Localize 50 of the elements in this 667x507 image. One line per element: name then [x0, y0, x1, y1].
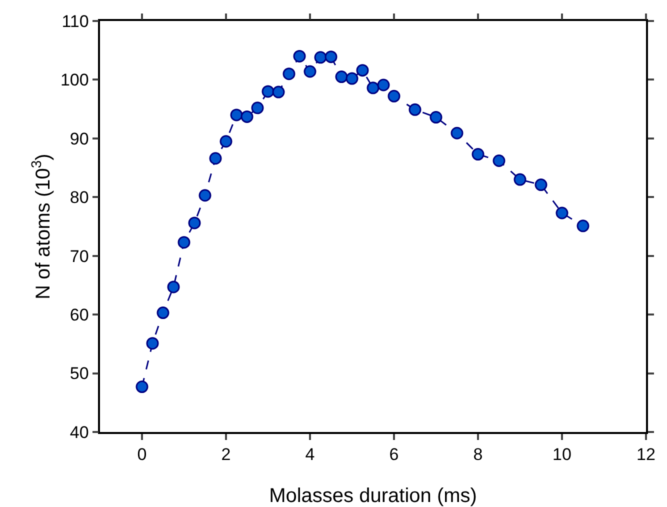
point — [492, 154, 506, 167]
y-tick-label: 70 — [70, 246, 89, 266]
point — [534, 178, 548, 192]
point — [178, 236, 190, 249]
y-tick-label: 110 — [62, 12, 89, 31]
x-tick-label: 2 — [221, 445, 231, 464]
point — [240, 110, 254, 123]
point — [230, 108, 243, 122]
point — [262, 85, 274, 98]
point — [514, 173, 526, 186]
y-tick-label: 50 — [70, 364, 89, 384]
x-tick-label: 12 — [636, 445, 656, 464]
x-tick-label: 6 — [389, 445, 399, 464]
point — [450, 126, 464, 140]
y-tick-label: 40 — [70, 422, 89, 442]
y-tick-label: 80 — [70, 188, 89, 208]
point — [220, 135, 232, 148]
point — [146, 337, 159, 350]
y-tick-label: 60 — [70, 306, 89, 325]
point — [293, 50, 306, 62]
point — [209, 152, 222, 165]
x-axis-title: Molasses duration (ms) — [269, 485, 477, 507]
x-tick-label: 4 — [305, 445, 315, 464]
point — [430, 111, 442, 124]
y-tick-label: 90 — [70, 129, 89, 148]
point — [167, 280, 180, 294]
x-tick-label: 10 — [552, 445, 572, 464]
point — [472, 148, 484, 161]
point — [272, 86, 285, 98]
point — [576, 220, 590, 232]
point — [377, 78, 390, 92]
point — [188, 216, 201, 230]
point — [304, 65, 316, 78]
point — [356, 64, 369, 77]
point — [136, 380, 148, 394]
point — [324, 50, 338, 64]
point — [251, 102, 264, 114]
x-tick-label: 8 — [473, 445, 483, 464]
point — [346, 72, 358, 85]
point — [198, 189, 212, 202]
x-tick-label: 0 — [137, 445, 147, 464]
point — [156, 306, 170, 320]
y-tick-label: 100 — [60, 70, 89, 90]
point — [282, 68, 296, 80]
point — [388, 90, 400, 102]
point — [366, 82, 380, 94]
point — [408, 103, 422, 116]
point — [314, 51, 327, 64]
point — [556, 206, 568, 220]
point — [335, 70, 348, 84]
